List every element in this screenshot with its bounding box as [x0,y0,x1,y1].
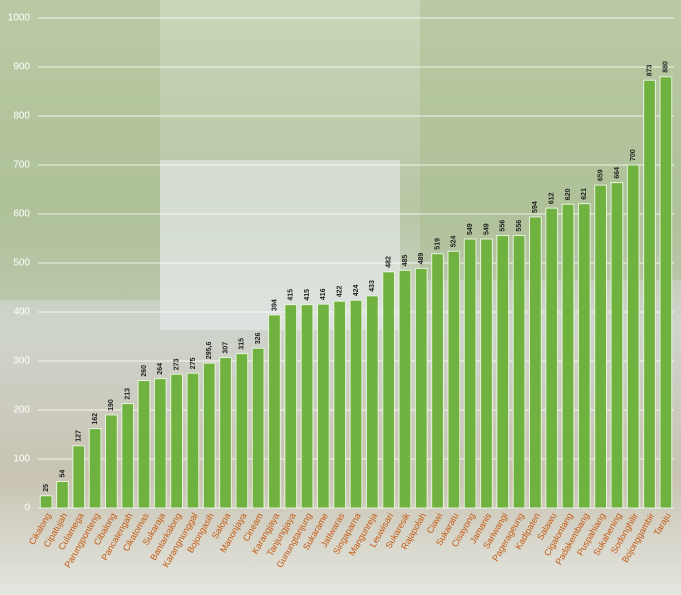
y-tick-label: 200 [13,405,30,416]
y-tick-label: 300 [13,356,30,367]
y-tick-label: 900 [13,62,30,73]
value-label: 394 [271,299,278,311]
value-label: 273 [173,358,180,370]
bar [561,203,575,509]
value-label: 307 [222,342,229,354]
bar [56,481,69,509]
bar [333,300,347,509]
bar [626,164,640,509]
y-tick-label: 500 [13,258,30,269]
value-label: 326 [255,332,262,344]
value-label: 519 [434,238,441,250]
value-label: 621 [581,188,588,200]
value-label: 275 [190,357,197,369]
value-label: 260 [141,365,148,377]
y-tick-label: 100 [13,454,30,465]
bar [431,253,444,509]
bar [545,207,559,509]
bar [202,362,216,509]
bar [529,216,542,509]
bar [105,414,118,509]
value-label: 416 [320,288,327,300]
value-label: 556 [516,220,523,232]
value-label: 162 [92,413,99,425]
bar [284,304,298,509]
y-tick-label: 1000 [8,13,31,24]
bar [235,353,249,509]
bar [88,428,102,509]
bar [610,182,624,509]
value-label: 295,6 [206,342,213,360]
bar [659,76,673,509]
value-label: 485 [402,255,409,267]
y-tick-label: 700 [13,160,30,171]
waterfall [160,160,400,330]
value-label: 264 [157,363,164,375]
value-label: 612 [549,192,556,204]
value-label: 25 [43,484,50,492]
value-label: 315 [239,338,246,350]
bar [268,314,281,509]
value-label: 213 [125,388,132,400]
bar [72,445,86,509]
value-label: 700 [630,149,637,161]
bar [463,238,477,509]
value-label: 415 [304,289,311,301]
bar [300,304,314,509]
bar [447,250,461,509]
value-label: 422 [337,285,344,297]
y-tick-label: 0 [24,503,30,514]
y-tick-label: 800 [13,111,30,122]
bar [186,372,200,509]
bar [39,495,53,509]
bar [643,79,656,509]
bar [496,235,510,509]
bar [251,347,265,509]
value-label: 620 [565,188,572,200]
value-label: 489 [418,253,425,265]
value-label: 524 [451,235,458,247]
value-label: 190 [108,399,115,411]
bar [153,378,167,509]
value-label: 873 [646,64,653,76]
bar [414,267,428,509]
bar [480,238,493,509]
bar [170,373,183,509]
foliage [0,0,160,300]
value-label: 549 [483,223,490,235]
bar [219,357,232,509]
bar [137,380,151,509]
y-tick-label: 600 [13,209,30,220]
bar [577,203,591,509]
value-label: 482 [385,256,392,268]
value-label: 424 [353,284,360,296]
value-label: 415 [288,289,295,301]
value-label: 659 [597,169,604,181]
value-label: 433 [369,280,376,292]
bar [317,303,330,509]
y-tick-label: 400 [13,307,30,318]
bar [121,403,135,509]
value-label: 594 [532,201,539,213]
value-label: 549 [467,223,474,235]
value-label: 880 [663,61,670,73]
value-label: 54 [59,470,66,478]
value-label: 127 [76,430,83,442]
bar [365,295,379,509]
bar [382,271,395,509]
value-label: 664 [614,167,621,179]
bar [512,235,526,509]
value-label: 556 [500,220,507,232]
bar [398,269,412,509]
bar [349,299,363,509]
bar [594,184,607,509]
